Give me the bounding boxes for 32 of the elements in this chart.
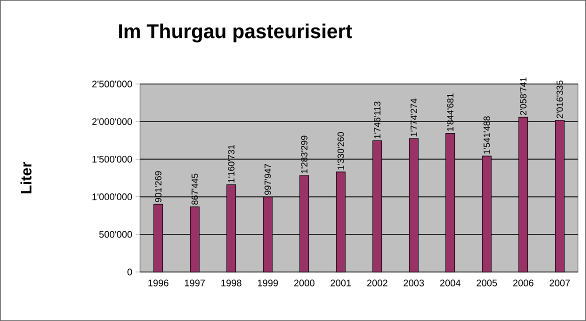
x-tick-label: 1999 [258,280,278,286]
data-label: 1'541'488 [484,116,490,154]
data-label: 997'947 [264,164,271,195]
y-tick-label: 2'000'000 [92,118,132,125]
data-label: 1'160'731 [228,144,234,182]
data-label: 1'746'113 [374,102,380,138]
x-tick-label: 2001 [330,280,351,286]
y-tick-label: 0 [127,268,132,276]
x-tick-label: 2004 [440,280,461,286]
y-tick-label: 2'500'000 [92,80,132,88]
x-tick-label: 1998 [221,280,242,286]
chart-title: Im Thurgau pasteurisiert [119,24,352,42]
y-tick-label: 1'000'000 [92,193,132,200]
y-axis-title: Liter [20,162,32,194]
x-tick-label: 2003 [404,280,424,286]
x-tick-label: 2000 [294,280,314,286]
data-label: 1'330'260 [338,132,344,170]
x-tick-label: 2002 [367,280,388,286]
y-tick-label: 1'500'000 [92,156,132,163]
x-tick-label: 1997 [184,280,205,286]
data-label: 2'058'741 [520,77,526,116]
data-label: 867'445 [192,174,198,205]
x-tick-label: 1996 [148,280,168,286]
data-label: 1'774'274 [410,98,417,136]
x-tick-label: 2007 [550,280,570,286]
data-label: 2'016'335 [556,80,563,118]
x-tick-label: 2006 [513,280,534,286]
x-tick-label: 2005 [476,280,497,286]
data-label: 901'269 [155,171,162,202]
y-tick-label: 500'000 [99,231,132,238]
data-label: 1'283'299 [301,136,308,174]
data-label: 1'844'681 [447,94,454,131]
